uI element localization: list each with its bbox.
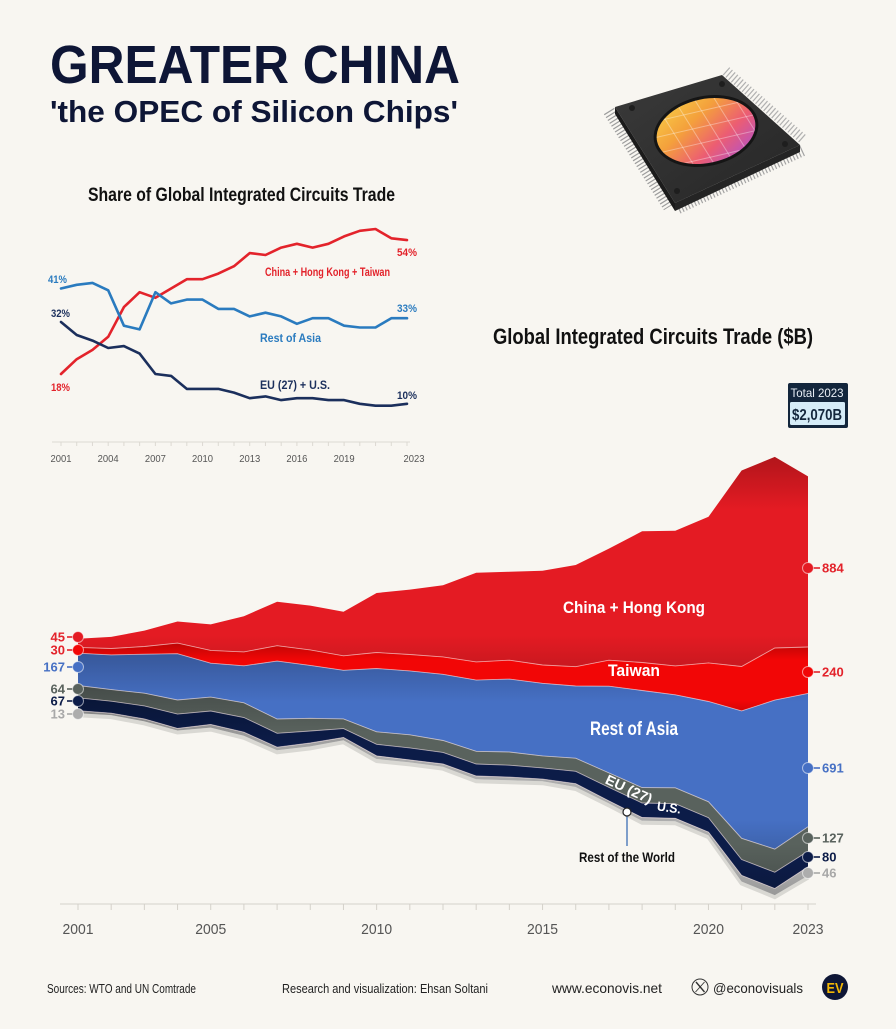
area-label-rest-of-asia: Rest of Asia [590,719,678,740]
start-value-label-eu-27: 64 [51,682,66,697]
end-value-label-china-hong-kong: 884 [822,561,844,576]
footer-credit: Research and visualization: Ehsan Soltan… [282,981,488,996]
brand-logo-text: EV [827,980,844,997]
start-value-label-rest-of-asia: 167 [43,660,65,675]
trade-chart-marks: 45 884 30 240 167 691 64 127 67 80 13 46 [43,456,844,900]
start-value-dot-eu-27 [72,683,84,695]
area-separator [77,642,809,668]
chip-die [656,98,756,164]
footer: Sources: WTO and UN Comtrade Research an… [47,974,848,1000]
trade-x-tick-label: 2020 [693,921,724,938]
end-value-label-rest-of-asia: 691 [822,761,844,776]
area-shadow [77,713,810,900]
total-badge-label: Total 2023 [791,386,844,400]
chip-corner-hole [629,105,635,111]
chip-side-right [675,145,800,211]
x-logo-icon[interactable] [691,978,709,996]
trade-chart: Global Integrated Circuits Trade ($B) To… [43,324,848,938]
share-line-rest-of-asia [59,281,409,331]
annotation-rest-of-world: Rest of the World [579,849,675,865]
area-layer-rest-of-asia [78,653,808,850]
start-value-dot-rest-of-the-world [72,708,84,720]
total-badge-value-box [790,402,845,425]
area-layer-u-s [78,697,808,889]
trade-x-tick-label: 2010 [361,921,392,938]
start-value-dot-u-s [72,695,84,707]
share-start-label-greater-china: 18% [51,382,70,394]
share-series-label-greater-china: China + Hong Kong + Taiwan [265,265,390,279]
end-value-label-u-s: 80 [822,850,836,865]
area-layer-eu-27 [78,685,808,873]
area-layer-china-hong-kong [78,456,808,667]
area-layer-taiwan [78,643,808,711]
start-value-label-u-s: 67 [51,694,65,709]
brand-logo-circle [822,974,848,1000]
rest-of-world-annotation: Rest of the World [579,807,675,865]
page-subtitle: 'the OPEC of Silicon Chips' [50,94,458,129]
page-title: GREATER CHINA [50,35,460,95]
share-chart-title: Share of Global Integrated Circuits Trad… [88,185,395,206]
footer-social-handle[interactable]: @econovisuals [713,980,803,996]
share-end-label-greater-china: 54% [397,247,417,259]
end-value-label-taiwan: 240 [822,665,844,680]
brand-logo: EV [822,974,848,1000]
start-value-label-taiwan: 30 [51,643,65,658]
share-x-tick-label: 2016 [286,453,307,465]
annotation-dot [622,807,632,817]
trade-chart-title: Global Integrated Circuits Trade ($B) [493,324,813,349]
share-chart-marks: 2001 2004 2007 2010 2013 2016 2019 2023 [51,227,425,465]
total-badge: Total 2023 $2,070B [788,383,848,428]
share-x-tick-label: 2013 [239,453,260,465]
end-value-dot-rest-of-the-world [802,867,814,879]
start-value-label-china-hong-kong: 45 [51,630,65,645]
share-x-tick-label: 2001 [51,453,72,465]
area-separator [77,710,809,890]
trade-x-tick-label: 2001 [63,921,94,938]
end-value-label-eu-27: 127 [822,831,844,846]
chip-side-left [615,107,675,211]
chip-corner-hole [782,141,788,147]
share-x-tick-label: 2019 [334,453,355,465]
area-separator [77,685,809,850]
end-value-dot-rest-of-asia [802,762,814,774]
chip-pins-right [722,67,808,144]
footer-website-link[interactable]: www.econovis.net [551,980,662,996]
end-value-dot-u-s [802,851,814,863]
share-start-label-eu-us: 32% [51,308,70,320]
share-end-label-rest-of-asia: 33% [397,303,417,315]
share-series-label-eu-us: EU (27) + U.S. [260,378,330,392]
chip-corner-hole [674,188,680,194]
area-label-taiwan: Taiwan [608,661,660,680]
microchip-icon [603,67,808,214]
share-x-tick-label: 2010 [192,453,213,465]
share-x-tick-label: 2023 [404,453,425,465]
share-series-label-rest-of-asia: Rest of Asia [260,331,321,345]
trade-x-tick-label: 2015 [527,921,558,938]
share-x-tick-label: 2007 [145,453,166,465]
end-value-dot-eu-27 [802,832,814,844]
start-value-dot-rest-of-asia [72,661,84,673]
end-value-dot-china-hong-kong [802,562,814,574]
chip-corner-hole [719,81,725,87]
start-value-dot-china-hong-kong [72,631,84,643]
footer-sources: Sources: WTO and UN Comtrade [47,981,196,996]
share-x-tick-label: 2004 [98,453,119,465]
area-label-us: U.S. [656,798,682,816]
share-start-label-rest-of-asia: 41% [48,274,67,286]
start-value-label-rest-of-the-world: 13 [51,707,65,722]
area-separator [77,652,809,712]
total-badge-value: $2,070B [792,407,842,424]
share-line-eu-27-u-s [59,320,409,408]
start-value-dot-taiwan [72,644,84,656]
trade-x-tick-label: 2023 [793,921,824,938]
share-end-label-eu-us: 10% [397,390,417,402]
end-value-dot-taiwan [802,666,814,678]
share-chart: Share of Global Integrated Circuits Trad… [48,185,425,465]
area-label-china-hong-kong: China + Hong Kong [563,598,705,617]
area-separator [77,697,809,873]
end-value-label-rest-of-the-world: 46 [822,866,836,881]
trade-x-tick-label: 2005 [195,921,226,938]
